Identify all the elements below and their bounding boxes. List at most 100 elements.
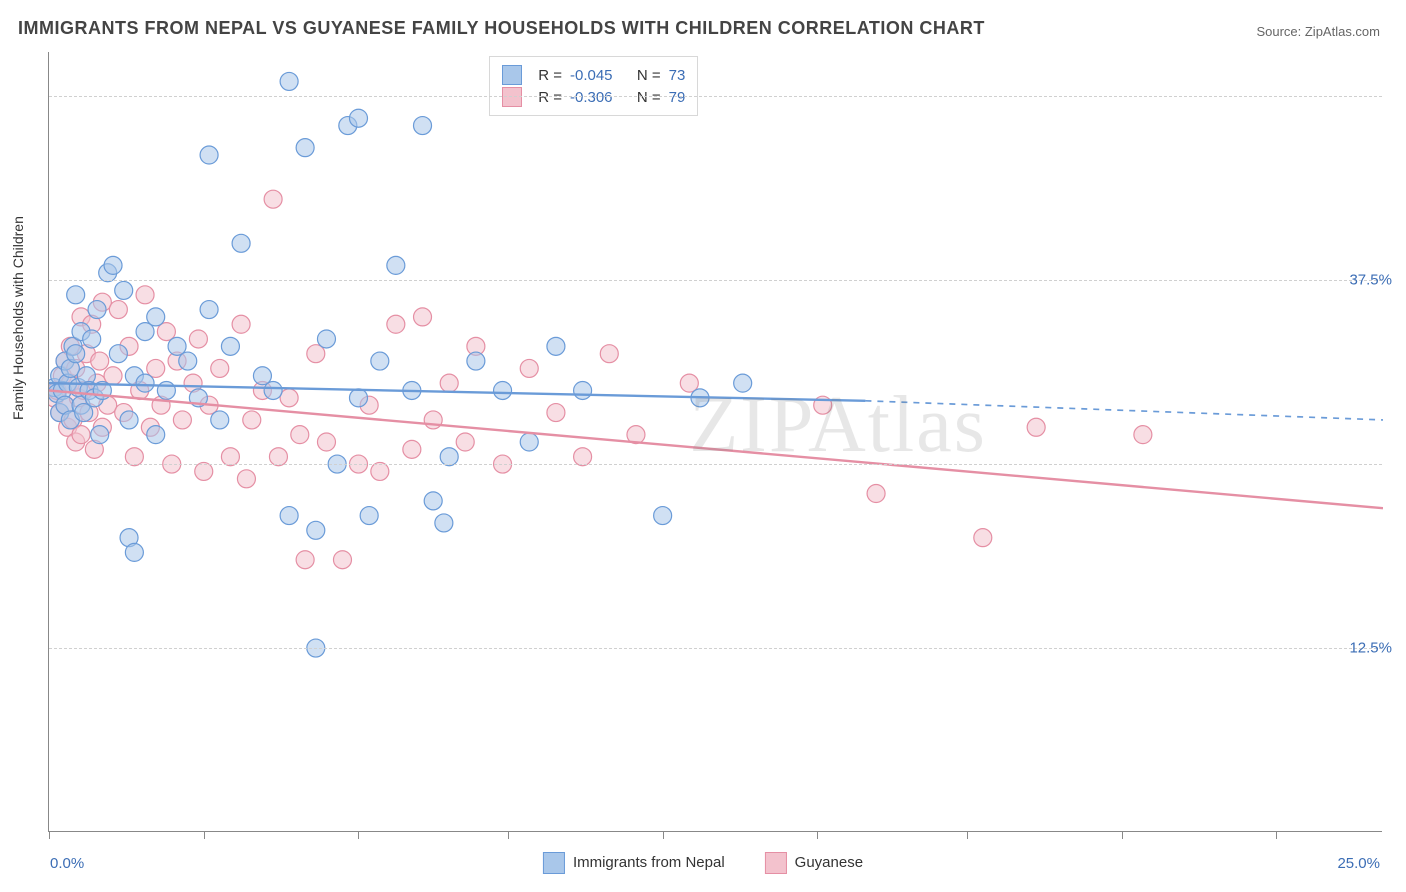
data-point xyxy=(221,337,239,355)
legend-swatch-guyanese xyxy=(765,852,787,874)
data-point xyxy=(296,139,314,157)
data-point xyxy=(424,492,442,510)
data-point xyxy=(317,433,335,451)
data-point xyxy=(136,374,154,392)
trend-line-extrapolated xyxy=(865,401,1383,420)
data-point xyxy=(574,448,592,466)
data-point xyxy=(520,433,538,451)
data-point xyxy=(109,301,127,319)
data-point xyxy=(237,470,255,488)
data-point xyxy=(867,485,885,503)
n-label: N = xyxy=(637,67,661,84)
data-point xyxy=(125,543,143,561)
data-point xyxy=(104,256,122,274)
correlation-legend-row: R = -0.045 N = 73 xyxy=(502,65,685,85)
legend-swatch-nepal xyxy=(543,852,565,874)
data-point xyxy=(440,374,458,392)
source-prefix: Source: xyxy=(1256,24,1304,39)
data-point xyxy=(307,521,325,539)
data-point xyxy=(296,551,314,569)
data-point xyxy=(280,389,298,407)
data-point xyxy=(387,315,405,333)
data-point xyxy=(280,72,298,90)
trend-line xyxy=(49,390,1383,508)
data-point xyxy=(600,345,618,363)
data-point xyxy=(189,330,207,348)
y-tick-label: 37.5% xyxy=(1349,272,1392,289)
y-axis-label: Family Households with Children xyxy=(10,216,26,420)
data-point xyxy=(211,411,229,429)
data-point xyxy=(91,426,109,444)
chart-title: IMMIGRANTS FROM NEPAL VS GUYANESE FAMILY… xyxy=(18,18,985,39)
data-point xyxy=(414,117,432,135)
data-point xyxy=(173,411,191,429)
data-point xyxy=(120,411,138,429)
legend-label-guyanese: Guyanese xyxy=(795,854,863,871)
data-point xyxy=(424,411,442,429)
r-value: -0.045 xyxy=(570,67,613,84)
r-label: R = xyxy=(538,67,562,84)
data-point xyxy=(974,529,992,547)
data-point xyxy=(371,352,389,370)
data-point xyxy=(654,507,672,525)
data-point xyxy=(91,352,109,370)
data-point xyxy=(147,426,165,444)
x-axis-min-label: 0.0% xyxy=(50,855,84,872)
data-point xyxy=(88,301,106,319)
data-point xyxy=(349,389,367,407)
data-point xyxy=(291,426,309,444)
data-point xyxy=(264,381,282,399)
data-point xyxy=(387,256,405,274)
data-point xyxy=(200,301,218,319)
data-point xyxy=(115,281,133,299)
data-point xyxy=(125,448,143,466)
data-point xyxy=(547,337,565,355)
chart-svg xyxy=(49,52,1383,832)
data-point xyxy=(221,448,239,466)
data-point xyxy=(494,381,512,399)
x-axis-max-label: 25.0% xyxy=(1337,855,1380,872)
data-point xyxy=(403,440,421,458)
data-point xyxy=(280,507,298,525)
source-citation: Source: ZipAtlas.com xyxy=(1256,24,1380,39)
data-point xyxy=(147,308,165,326)
chart-plot-area: R = -0.045 N = 73 R = -0.306 N = 79 ZIPA… xyxy=(48,52,1382,832)
data-point xyxy=(414,308,432,326)
data-point xyxy=(157,381,175,399)
data-point xyxy=(200,146,218,164)
data-point xyxy=(1027,418,1045,436)
legend-item-guyanese: Guyanese xyxy=(765,852,863,874)
series-legend: Immigrants from Nepal Guyanese xyxy=(543,852,863,874)
data-point xyxy=(574,381,592,399)
correlation-legend: R = -0.045 N = 73 R = -0.306 N = 79 xyxy=(489,56,698,116)
data-point xyxy=(371,462,389,480)
data-point xyxy=(360,507,378,525)
legend-item-nepal: Immigrants from Nepal xyxy=(543,852,725,874)
data-point xyxy=(456,433,474,451)
data-point xyxy=(136,286,154,304)
data-point xyxy=(67,286,85,304)
data-point xyxy=(1134,426,1152,444)
source-link[interactable]: ZipAtlas.com xyxy=(1305,24,1380,39)
y-tick-label: 12.5% xyxy=(1349,640,1392,657)
data-point xyxy=(179,352,197,370)
data-point xyxy=(440,448,458,466)
legend-swatch xyxy=(502,65,522,85)
data-point xyxy=(232,234,250,252)
data-point xyxy=(547,404,565,422)
data-point xyxy=(67,345,85,363)
data-point xyxy=(467,352,485,370)
n-value: 73 xyxy=(669,67,686,84)
data-point xyxy=(520,359,538,377)
data-point xyxy=(333,551,351,569)
data-point xyxy=(264,190,282,208)
data-point xyxy=(195,462,213,480)
data-point xyxy=(269,448,287,466)
data-point xyxy=(349,109,367,127)
legend-label-nepal: Immigrants from Nepal xyxy=(573,854,725,871)
data-point xyxy=(317,330,335,348)
data-point xyxy=(232,315,250,333)
data-point xyxy=(734,374,752,392)
data-point xyxy=(109,345,127,363)
data-point xyxy=(435,514,453,532)
